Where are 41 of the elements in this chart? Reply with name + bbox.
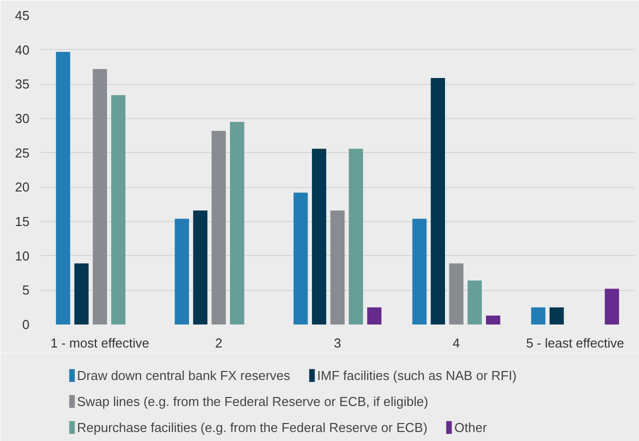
bar — [412, 218, 427, 324]
bar — [56, 52, 70, 324]
legend-label: Repurchase facilities (e.g. from the Federal Reserve or ECB) — [77, 419, 428, 435]
bar — [449, 263, 464, 324]
y-tick-label: 0 — [22, 317, 30, 332]
x-tick-label: 5 - least effective — [526, 336, 624, 350]
y-tick-label: 30 — [15, 111, 30, 126]
bar — [367, 307, 382, 324]
y-tick-label: 5 — [22, 282, 30, 298]
bar — [230, 122, 244, 324]
y-tick-label: 35 — [15, 76, 30, 92]
x-tick-label: 2 — [215, 336, 222, 350]
y-tick-label: 25 — [15, 145, 30, 160]
y-tick-label: 45 — [15, 8, 30, 23]
y-tick-label: 40 — [15, 42, 30, 58]
bar — [111, 95, 126, 324]
x-tick-label: 3 — [334, 336, 342, 350]
y-tick-label: 15 — [15, 214, 30, 229]
bar — [212, 130, 226, 324]
bar — [468, 280, 482, 324]
y-tick-label: 20 — [15, 180, 30, 195]
bar — [430, 78, 446, 324]
bar — [312, 148, 326, 324]
bar — [74, 263, 89, 324]
bar — [348, 148, 364, 324]
bar — [531, 307, 546, 324]
x-tick-label: 4 — [452, 336, 460, 350]
bar — [92, 69, 108, 324]
x-tick-label: 1 - most effective — [50, 336, 150, 350]
bar — [330, 210, 345, 324]
bar — [294, 192, 308, 324]
legend-label: Draw down central bank FX reserves — [77, 367, 290, 383]
legend-label: Other — [454, 419, 487, 435]
y-tick-label: 10 — [15, 248, 30, 264]
bar — [174, 218, 189, 324]
legend-label: IMF facilities (such as NAB or RFI) — [317, 367, 517, 383]
bar — [486, 316, 500, 324]
bar — [550, 307, 564, 324]
bar — [604, 288, 620, 324]
bar — [193, 210, 208, 324]
legend-label: Swap lines (e.g. from the Federal Reserve or ECB, if eligible) — [77, 393, 428, 409]
